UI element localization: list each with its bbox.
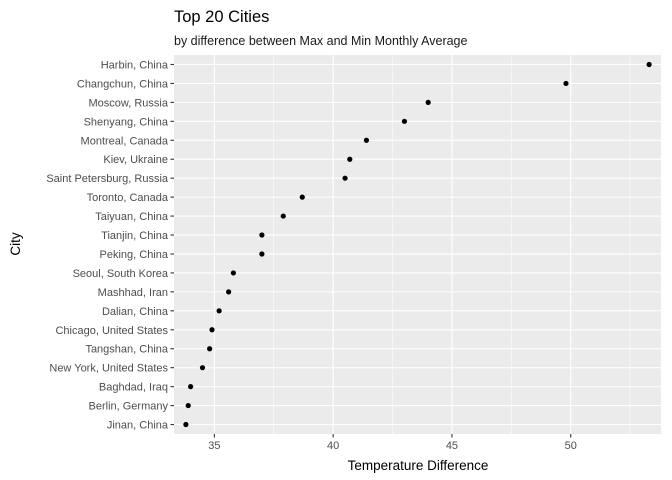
data-point xyxy=(209,327,215,333)
y-tick-label: Taiyuan, China xyxy=(95,211,169,223)
data-point xyxy=(230,270,236,276)
y-tick-label: Berlin, Germany xyxy=(89,401,169,413)
data-point xyxy=(216,308,222,314)
data-point xyxy=(259,232,265,238)
data-point xyxy=(280,213,286,219)
data-point xyxy=(563,80,569,87)
y-tick-label: Toronto, Canada xyxy=(87,192,169,204)
y-tick-label: Harbin, China xyxy=(101,59,169,71)
y-tick-label: Tianjin, China xyxy=(101,230,169,242)
chart-subtitle: by difference between Max and Min Monthl… xyxy=(174,34,468,48)
plot-panel xyxy=(174,55,661,434)
x-tick-label: 40 xyxy=(327,440,339,452)
x-axis-title: Temperature Difference xyxy=(348,458,489,473)
y-tick-label: Tangshan, China xyxy=(85,344,168,356)
data-point xyxy=(299,194,305,200)
y-tick-label: New York, United States xyxy=(49,363,168,375)
data-point xyxy=(646,61,652,68)
data-point xyxy=(183,421,189,428)
data-point xyxy=(259,251,265,257)
data-point xyxy=(188,384,194,390)
data-points xyxy=(183,61,652,428)
data-point xyxy=(226,289,232,295)
data-point xyxy=(199,365,206,371)
data-point xyxy=(342,175,348,181)
data-point xyxy=(401,118,408,124)
data-point xyxy=(363,137,370,143)
x-tick-label: 45 xyxy=(446,440,458,452)
y-tick-label: Peking, China xyxy=(100,249,169,261)
y-tick-label: Montreal, Canada xyxy=(81,135,169,147)
x-axis-ticks: 35 40 45 50 xyxy=(208,434,577,452)
data-point xyxy=(185,402,191,409)
y-tick-label: Chicago, United States xyxy=(55,325,168,337)
minor-gridlines xyxy=(273,55,631,434)
data-point xyxy=(347,156,353,162)
chart-title: Top 20 Cities xyxy=(174,8,269,26)
y-tick-label: Saint Petersburg, Russia xyxy=(46,173,169,185)
x-tick-label: 35 xyxy=(208,440,220,452)
x-tick-label: 50 xyxy=(565,440,577,452)
data-point xyxy=(207,346,213,352)
major-gridlines xyxy=(174,55,661,434)
y-tick-label: Seoul, South Korea xyxy=(73,268,169,280)
y-tick-label: Kiev, Ukraine xyxy=(103,154,168,166)
y-tick-label: Baghdad, Iraq xyxy=(99,382,168,394)
y-axis-title: City xyxy=(8,232,23,255)
y-tick-label: Dalian, China xyxy=(102,306,169,318)
y-tick-label: Moscow, Russia xyxy=(89,97,169,109)
y-tick-label: Shenyang, China xyxy=(84,116,169,128)
data-point xyxy=(425,99,431,105)
y-tick-label: Changchun, China xyxy=(77,78,169,90)
y-axis-ticks: Harbin, China Changchun, China Moscow, Rus… xyxy=(46,59,174,432)
y-tick-label: Mashhad, Iran xyxy=(98,287,168,299)
y-tick-label: Jinan, China xyxy=(107,420,169,432)
